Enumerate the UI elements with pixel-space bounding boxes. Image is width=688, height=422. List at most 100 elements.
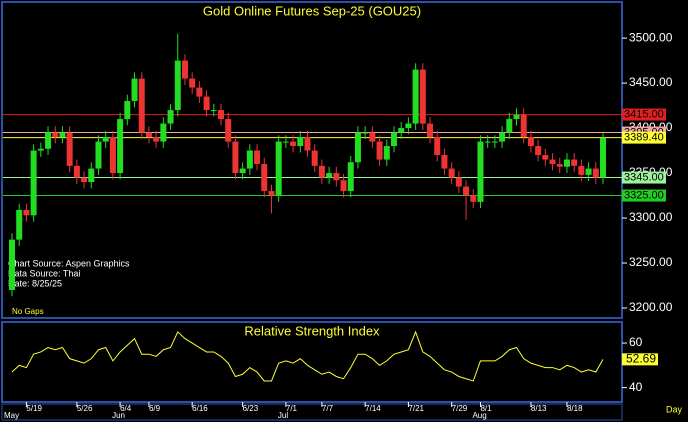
candle-body — [52, 132, 59, 138]
candle-body — [390, 132, 397, 147]
level-tag — [622, 108, 666, 121]
candle-body — [383, 146, 390, 160]
candle-body — [95, 141, 102, 169]
candle-body — [491, 141, 498, 143]
candle-body — [427, 123, 434, 138]
candle-body — [275, 141, 282, 196]
note: Date: 8/25/25 — [8, 278, 62, 288]
x-tick-label: 7/29 — [452, 404, 468, 413]
candle-body — [23, 209, 30, 216]
x-tick-label: 8/1 — [480, 404, 492, 413]
candle-body — [203, 96, 210, 111]
x-tick-label: 7/14 — [365, 404, 381, 413]
candle-body — [455, 177, 462, 187]
candle-body — [117, 119, 124, 174]
candle-body — [585, 168, 592, 175]
level-label: 3389.40 — [624, 132, 664, 144]
level-label: 3325.00 — [624, 189, 664, 201]
candle-body — [477, 141, 484, 202]
x-tick-label: 8/13 — [531, 404, 547, 413]
candle-body — [441, 155, 448, 169]
candle-body — [347, 162, 354, 192]
candle-body — [535, 146, 542, 156]
level-tag — [622, 131, 666, 144]
x-tick-label: 6/4 — [120, 404, 132, 413]
candle-body — [499, 132, 506, 142]
candle-body — [297, 137, 304, 147]
candle-body — [102, 137, 109, 142]
candle-body — [246, 150, 253, 169]
x-tick-label: 8/18 — [567, 404, 583, 413]
y-tick-label: 40 — [629, 380, 643, 394]
candle-body — [354, 132, 361, 163]
candle-body — [412, 69, 419, 124]
candle-body — [73, 165, 80, 178]
candle-body — [167, 110, 174, 124]
candle-body — [218, 110, 225, 120]
y-tick-label: 3250.00 — [629, 255, 673, 269]
candle-body — [556, 164, 563, 167]
candle-body — [527, 137, 534, 147]
candle-body — [571, 159, 578, 166]
candle-body — [16, 209, 23, 240]
candle-body — [45, 132, 52, 149]
candle-body — [549, 159, 556, 165]
last-value-tag — [622, 353, 658, 366]
candle-body — [578, 165, 585, 175]
candle-body — [239, 168, 246, 174]
candle-body — [506, 119, 513, 133]
candle-body — [448, 168, 455, 178]
candle-body — [59, 132, 66, 138]
candle-body — [282, 141, 289, 143]
note: Data Source: Thai — [8, 268, 80, 278]
candle-body — [268, 191, 275, 196]
y-tick-label: 3450.00 — [629, 75, 673, 89]
candle-body — [9, 239, 15, 291]
candle-body — [254, 150, 261, 165]
level-tag — [622, 189, 666, 202]
level-label: 3415.00 — [624, 108, 664, 120]
candle-body — [520, 114, 527, 138]
x-unit: Day — [666, 404, 683, 414]
y-tick-label: 60 — [629, 335, 643, 349]
month-label: Aug — [472, 411, 486, 420]
month-label: Jul — [278, 411, 288, 420]
rsi-line — [11, 330, 604, 382]
candle-body — [145, 132, 152, 138]
candle-body — [290, 141, 297, 147]
candle-body — [600, 137, 606, 178]
x-tick-label: 6/9 — [149, 404, 161, 413]
x-tick-label: 7/1 — [286, 404, 298, 413]
candle-body — [174, 60, 181, 111]
candle-body — [398, 128, 405, 133]
candle-body — [189, 78, 196, 88]
candle-body — [592, 168, 599, 178]
level-label: 3345.00 — [624, 171, 664, 183]
candle-body — [304, 137, 311, 151]
candle-body — [160, 123, 167, 142]
note: Chart Source: Aspen Graphics — [8, 258, 130, 268]
month-label: Jun — [112, 411, 125, 420]
rsi-panel — [1, 321, 623, 403]
candle-body — [109, 137, 116, 174]
candle-body — [470, 195, 477, 202]
chart-title: Gold Online Futures Sep-25 (GOU25) — [203, 3, 421, 18]
candle-body — [311, 150, 318, 166]
candle-body — [210, 110, 217, 112]
candle-body — [153, 137, 160, 142]
x-tick-label: 6/23 — [243, 404, 259, 413]
candle-body — [124, 101, 131, 120]
note: No Gaps — [12, 307, 44, 316]
level-tag — [622, 171, 666, 184]
candle-body — [225, 119, 232, 142]
candle-body — [542, 155, 549, 160]
date-axis — [1, 403, 623, 421]
candle-body — [66, 132, 73, 166]
candle-body — [405, 123, 412, 129]
x-tick-label: 7/7 — [322, 404, 334, 413]
candle-body — [362, 132, 369, 134]
y-tick-label: 3500.00 — [629, 30, 673, 44]
candle-body — [419, 69, 426, 124]
candle-body — [340, 180, 347, 192]
candle-body — [181, 60, 188, 79]
